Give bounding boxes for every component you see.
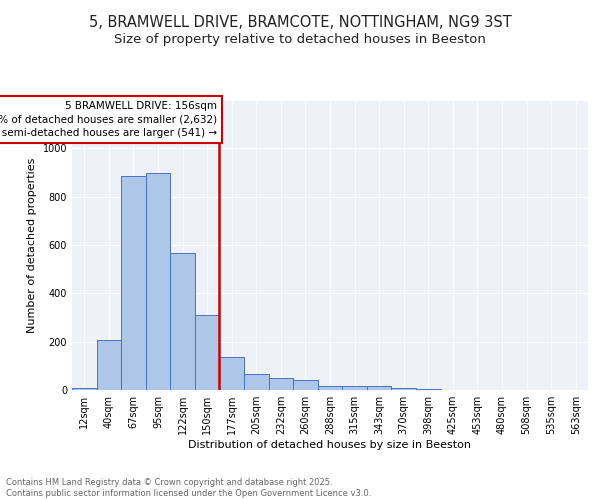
Bar xyxy=(318,386,342,390)
Bar xyxy=(72,388,97,390)
Bar xyxy=(416,389,440,390)
Text: Contains HM Land Registry data © Crown copyright and database right 2025.
Contai: Contains HM Land Registry data © Crown c… xyxy=(6,478,371,498)
Bar xyxy=(195,315,220,390)
Bar xyxy=(97,340,121,390)
Text: 5, BRAMWELL DRIVE, BRAMCOTE, NOTTINGHAM, NG9 3ST: 5, BRAMWELL DRIVE, BRAMCOTE, NOTTINGHAM,… xyxy=(89,15,511,30)
Bar xyxy=(244,374,269,390)
Bar xyxy=(146,172,170,390)
Text: 5 BRAMWELL DRIVE: 156sqm
← 83% of detached houses are smaller (2,632)
17% of sem: 5 BRAMWELL DRIVE: 156sqm ← 83% of detach… xyxy=(0,101,217,138)
Bar xyxy=(121,176,146,390)
Bar xyxy=(170,254,195,390)
Bar xyxy=(269,378,293,390)
Bar xyxy=(293,380,318,390)
Bar xyxy=(220,358,244,390)
Text: Size of property relative to detached houses in Beeston: Size of property relative to detached ho… xyxy=(114,32,486,46)
Bar xyxy=(342,386,367,390)
Y-axis label: Number of detached properties: Number of detached properties xyxy=(27,158,37,332)
X-axis label: Distribution of detached houses by size in Beeston: Distribution of detached houses by size … xyxy=(188,440,472,450)
Bar xyxy=(391,388,416,390)
Bar xyxy=(367,386,391,390)
